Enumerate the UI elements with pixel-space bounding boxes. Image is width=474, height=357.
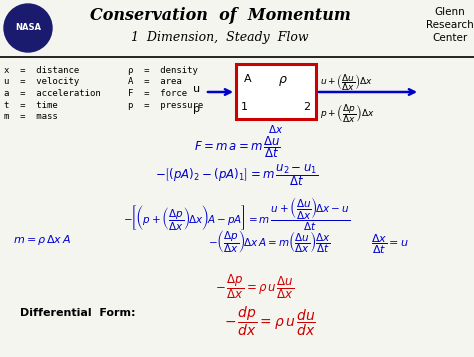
Text: x  =  distance: x = distance [4,66,79,75]
Text: $p + \left(\dfrac{\Delta p}{\Delta x}\right)\Delta x$: $p + \left(\dfrac{\Delta p}{\Delta x}\ri… [320,102,374,125]
Text: $m = \rho\,\Delta x\,A$: $m = \rho\,\Delta x\,A$ [13,233,71,247]
Text: p  =  pressure: p = pressure [128,101,203,110]
Text: t  =  time: t = time [4,101,58,110]
Text: NASA: NASA [15,24,41,32]
Text: 1: 1 [241,102,248,112]
Text: $-\left[(pA)_2 - (pA)_1\right] = m\,\dfrac{u_2 - u_1}{\Delta t}$: $-\left[(pA)_2 - (pA)_1\right] = m\,\dfr… [155,162,319,188]
Text: F  =  force: F = force [128,89,187,98]
Text: Glenn
Research
Center: Glenn Research Center [426,7,474,43]
Text: ρ  =  density: ρ = density [128,66,198,75]
Text: p: p [193,104,200,114]
Text: $-\,\dfrac{\Delta p}{\Delta x} = \rho\,u\,\dfrac{\Delta u}{\Delta x}$: $-\,\dfrac{\Delta p}{\Delta x} = \rho\,u… [215,272,295,301]
Text: u  =  velocity: u = velocity [4,77,79,86]
Text: A: A [244,74,252,84]
Text: $\dfrac{\Delta x}{\Delta t} = u$: $\dfrac{\Delta x}{\Delta t} = u$ [371,233,409,256]
Text: $-\!\left[\left(p + \left(\dfrac{\Delta p}{\Delta x}\right)\!\Delta x\right)\!A : $-\!\left[\left(p + \left(\dfrac{\Delta … [123,196,351,233]
Text: $F = m\,a = m\,\dfrac{\Delta u}{\Delta t}$: $F = m\,a = m\,\dfrac{\Delta u}{\Delta t… [193,134,281,160]
Circle shape [4,4,52,52]
Text: 2: 2 [303,102,310,112]
Text: $\rho$: $\rho$ [278,74,288,88]
Bar [236,64,316,119]
Text: Conservation  of  Momentum: Conservation of Momentum [90,7,350,25]
Text: $\Delta x$: $\Delta x$ [268,123,283,135]
Text: $u + \left(\dfrac{\Delta u}{\Delta x}\right)\Delta x$: $u + \left(\dfrac{\Delta u}{\Delta x}\ri… [320,72,374,93]
Text: $-\left(\dfrac{\Delta p}{\Delta x}\right)\!\Delta x\,A = m\left(\dfrac{\Delta u}: $-\left(\dfrac{\Delta p}{\Delta x}\right… [209,228,331,255]
Text: Differential  Form:: Differential Form: [20,308,136,318]
Text: u: u [193,84,200,94]
Text: 1  Dimension,  Steady  Flow: 1 Dimension, Steady Flow [131,31,309,45]
Text: $-\,\dfrac{dp}{dx} = \rho\,u\,\dfrac{du}{dx}$: $-\,\dfrac{dp}{dx} = \rho\,u\,\dfrac{du}… [224,305,316,338]
Text: A  =  area: A = area [128,77,182,86]
Text: a  =  acceleration: a = acceleration [4,89,101,98]
Text: m  =  mass: m = mass [4,112,58,121]
